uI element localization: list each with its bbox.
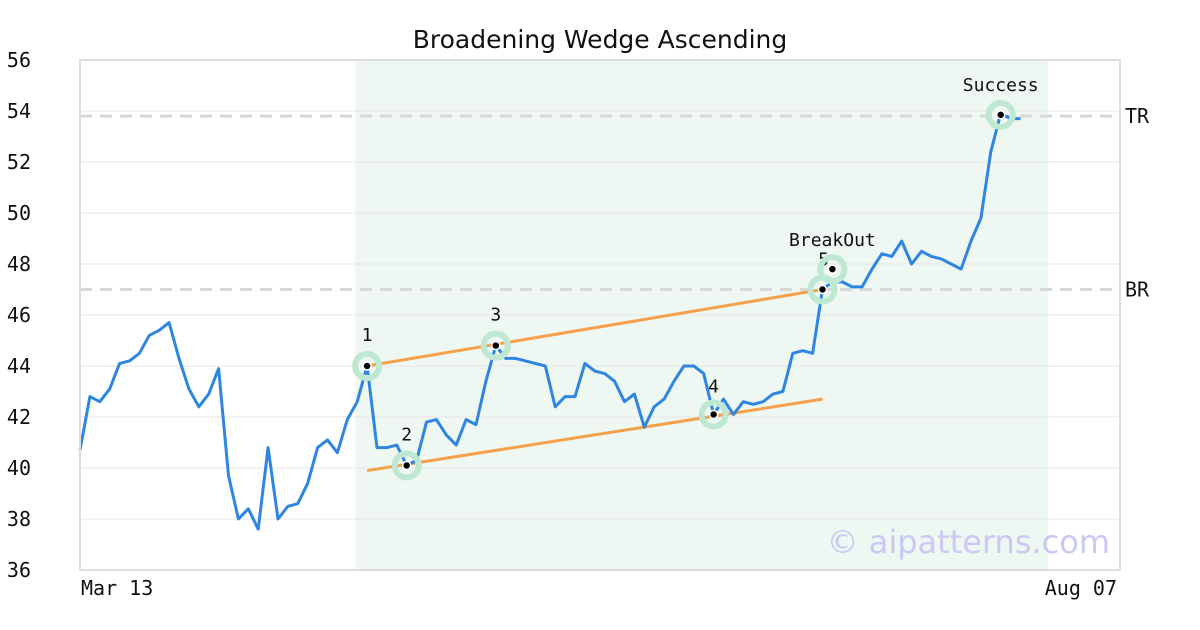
y-tick-label: 36	[7, 558, 31, 582]
price-line	[78, 112, 1021, 531]
y-tick-label: 52	[7, 150, 31, 174]
point-halo	[985, 99, 1016, 130]
y-tick-label: 44	[7, 354, 31, 378]
point-halo	[352, 351, 383, 381]
x-label-end: Aug 07	[1045, 576, 1117, 600]
level-label-br: BR	[1125, 278, 1150, 302]
chart-title: Broadening Wedge Ascending	[413, 25, 788, 54]
point-halo	[391, 450, 422, 481]
y-tick-label: 46	[7, 303, 31, 327]
point-label: 4	[708, 376, 719, 397]
y-tick-label: 48	[7, 252, 31, 276]
point-label: Success	[963, 75, 1039, 96]
y-tick-label: 50	[7, 201, 31, 225]
point-marker	[708, 409, 719, 420]
point-label: 3	[490, 305, 501, 326]
y-tick-label: 38	[7, 507, 31, 531]
point-marker	[491, 340, 501, 351]
point-halo	[698, 399, 729, 430]
point-label: BreakOut	[789, 230, 876, 251]
point-marker	[817, 284, 828, 295]
trendline	[366, 397, 823, 473]
y-tick-label: 56	[7, 48, 31, 72]
point-halo	[480, 330, 511, 361]
point-marker	[995, 110, 1006, 120]
y-tick-label: 42	[7, 405, 31, 429]
point-marker	[362, 361, 372, 371]
point-marker	[401, 460, 412, 471]
trendline	[366, 288, 823, 368]
point-halo	[817, 254, 848, 285]
point-label: 1	[362, 325, 373, 346]
y-tick-label: 54	[7, 99, 31, 123]
point-marker	[827, 264, 838, 274]
level-label-tr: TR	[1125, 104, 1150, 128]
point-label: 2	[401, 424, 412, 445]
y-tick-label: 40	[7, 456, 31, 480]
watermark: © aipatterns.com	[827, 523, 1110, 561]
x-label-start: Mar 13	[81, 576, 153, 600]
plot-frame	[79, 59, 1121, 571]
